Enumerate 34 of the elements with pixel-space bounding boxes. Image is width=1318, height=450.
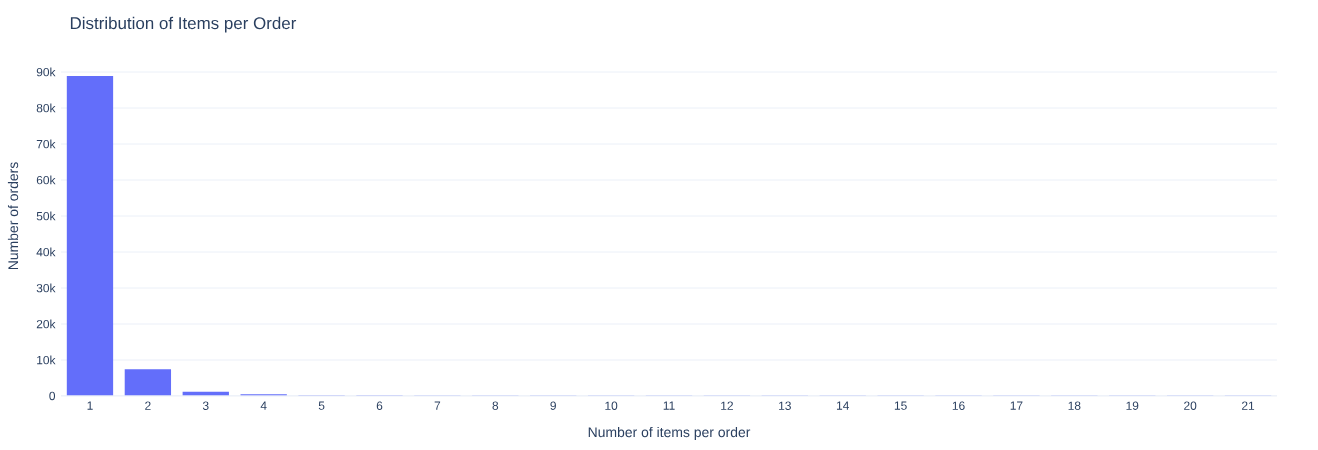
x-tick-label: 13 bbox=[779, 401, 791, 410]
x-axis-title: Number of items per order bbox=[588, 426, 751, 440]
x-tick-label: 11 bbox=[663, 401, 675, 410]
x-tick-label: 3 bbox=[202, 401, 209, 410]
x-tick-label: 15 bbox=[894, 401, 907, 410]
y-tick-label: 80k bbox=[36, 103, 56, 113]
x-tick-label: 10 bbox=[605, 401, 618, 410]
x-tick-label: 1 bbox=[87, 401, 93, 410]
x-tick-label: 14 bbox=[836, 401, 850, 410]
x-tick-label: 8 bbox=[492, 401, 499, 410]
y-tick-label: 0 bbox=[49, 391, 56, 401]
x-tick-label: 18 bbox=[1068, 401, 1081, 410]
y-tick-label: 60k bbox=[36, 175, 56, 185]
x-tick-label: 16 bbox=[952, 401, 965, 410]
x-tick-label: 2 bbox=[145, 401, 151, 410]
y-tick-label: 10k bbox=[37, 355, 56, 365]
chart-title: Distribution of Items per Order bbox=[70, 16, 297, 33]
x-tick-label: 17 bbox=[1010, 401, 1023, 410]
x-tick-label: 19 bbox=[1126, 401, 1139, 410]
y-tick-label: 90k bbox=[36, 67, 56, 77]
y-tick-label: 50k bbox=[36, 211, 56, 221]
x-tick-label: 7 bbox=[434, 401, 441, 410]
y-tick-label: 30k bbox=[36, 283, 56, 293]
y-tick-label: 70k bbox=[36, 139, 56, 149]
x-tick-label: 5 bbox=[318, 401, 325, 410]
y-axis-title: Number of orders bbox=[7, 162, 19, 270]
y-tick-label: 20k bbox=[36, 319, 56, 329]
y-tick-label: 40k bbox=[36, 247, 56, 257]
x-tick-label: 12 bbox=[721, 401, 733, 410]
x-tick-label: 4 bbox=[260, 401, 267, 410]
x-tick-label: 20 bbox=[1184, 401, 1197, 410]
x-tick-label: 9 bbox=[550, 401, 556, 410]
x-tick-label: 6 bbox=[376, 401, 383, 410]
x-tick-label: 21 bbox=[1241, 401, 1255, 410]
